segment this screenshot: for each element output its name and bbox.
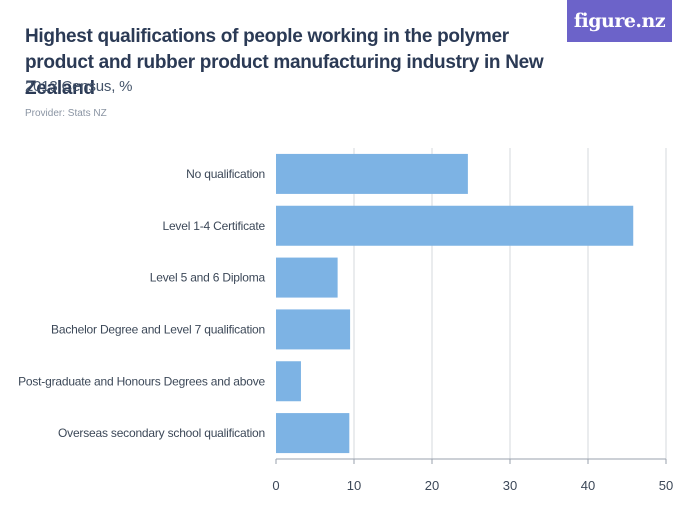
bar — [276, 361, 301, 402]
figure-nz-logo[interactable]: figure.nz — [567, 0, 672, 42]
x-tick-label: 30 — [503, 478, 517, 493]
bar — [276, 205, 634, 246]
bar — [276, 257, 338, 298]
category-label: Level 1-4 Certificate — [162, 219, 265, 233]
category-label: Post-graduate and Honours Degrees and ab… — [18, 374, 265, 388]
x-tick-label: 40 — [581, 478, 595, 493]
chart-title: Highest qualifications of people working… — [25, 26, 544, 99]
x-tick-label: 20 — [425, 478, 439, 493]
category-label: Overseas secondary school qualification — [58, 426, 265, 440]
bar — [276, 153, 468, 194]
chart-subtitle: 2013 Census, % — [25, 78, 133, 95]
x-tick-label: 50 — [659, 478, 673, 493]
category-label: Bachelor Degree and Level 7 qualificatio… — [51, 322, 265, 336]
category-label: No qualification — [186, 167, 265, 181]
category-label: Level 5 and 6 Diploma — [150, 271, 266, 285]
x-tick-label: 10 — [347, 478, 361, 493]
provider-note: Provider: Stats NZ — [25, 108, 107, 119]
x-tick-label: 0 — [272, 478, 279, 493]
bar — [276, 413, 350, 454]
bar — [276, 309, 351, 350]
